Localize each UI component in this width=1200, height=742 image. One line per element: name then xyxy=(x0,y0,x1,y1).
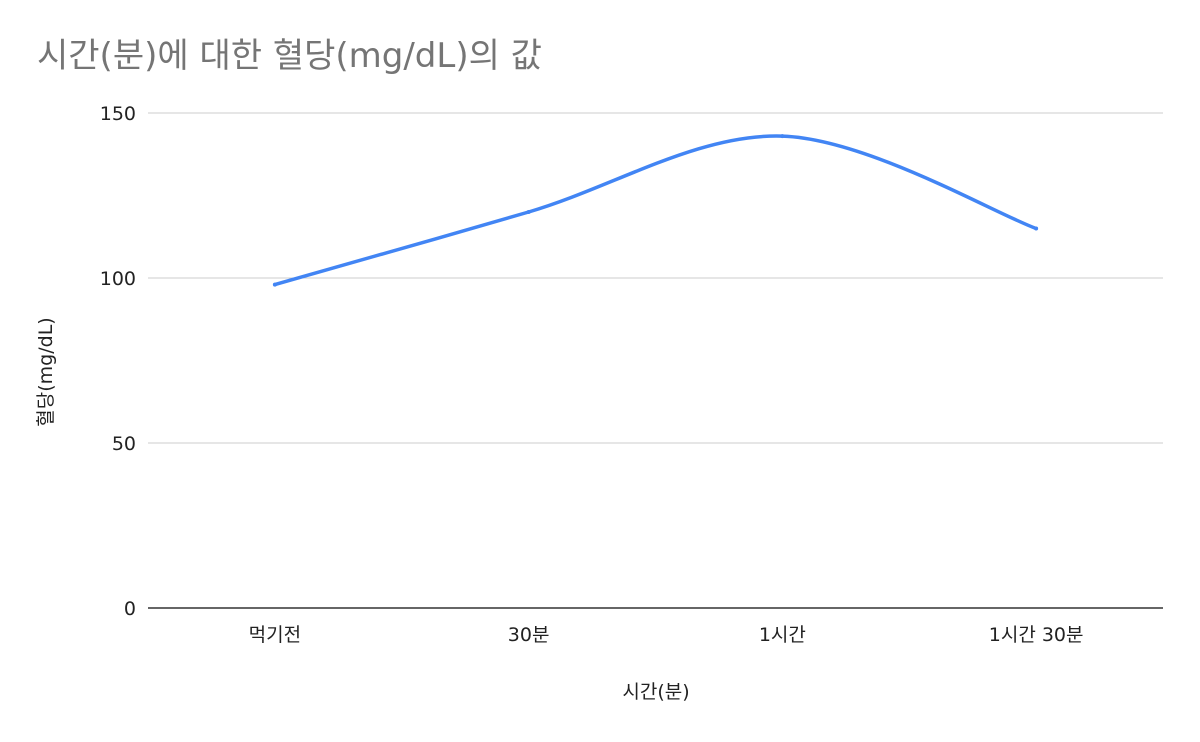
x-tick-label-4: 1시간 30분 xyxy=(989,624,1084,646)
data-point-1 xyxy=(272,282,277,287)
y-tick-label-150: 150 xyxy=(100,103,136,125)
chart-title: 시간(분)에 대한 혈당(mg/dL)의 값 xyxy=(37,36,542,76)
gridlines xyxy=(148,112,1163,444)
data-point-3 xyxy=(780,134,785,139)
y-tick-label-50: 50 xyxy=(112,433,136,455)
x-tick-label-3: 1시간 xyxy=(759,624,806,646)
y-tick-label-100: 100 xyxy=(100,268,136,290)
x-axis-label: 시간(분) xyxy=(622,681,689,703)
x-tick-labels: 먹기전 30분 1시간 1시간 30분 xyxy=(249,624,1084,646)
series-line-1 xyxy=(273,134,1038,287)
y-tick-label-0: 0 xyxy=(124,598,136,620)
y-tick-labels: 0 50 100 150 xyxy=(100,103,136,620)
x-tick-label-1: 먹기전 xyxy=(249,624,301,646)
data-point-4 xyxy=(1034,226,1039,231)
x-tick-label-2: 30분 xyxy=(508,624,550,646)
data-point-2 xyxy=(526,210,531,214)
series-group xyxy=(272,134,1039,287)
y-axis-label: 혈당(mg/dL) xyxy=(35,317,57,426)
